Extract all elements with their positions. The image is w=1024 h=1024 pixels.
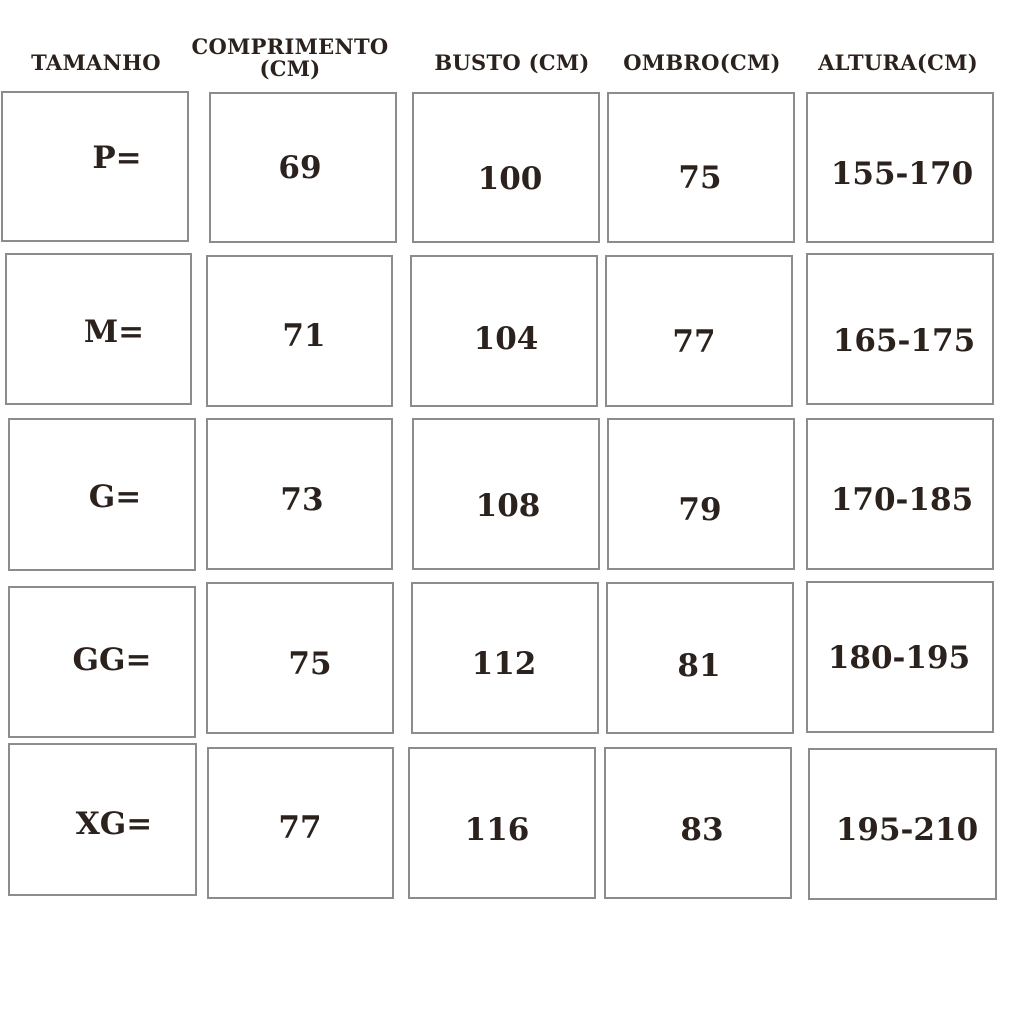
table-cell-comprimento [209,92,397,243]
cell-value-comprimento: 71 [282,318,326,354]
header-ombro: OMBRO(CM) [623,50,781,75]
cell-value-altura: 165-175 [832,323,976,359]
table-cell-altura [808,748,997,900]
header-tamanho: TAMANHO [31,50,161,75]
cell-value-size: P= [92,140,142,176]
table-cell-comprimento [207,747,394,899]
cell-value-busto: 116 [464,812,530,848]
table-cell-comprimento [206,418,393,570]
cell-value-ombro: 81 [677,648,721,684]
table-cell-altura [806,253,994,405]
table-cell-ombro [606,582,794,734]
cell-value-altura: 180-195 [827,640,971,676]
cell-value-ombro: 75 [678,160,722,196]
table-cell-ombro [604,747,792,899]
table-cell-busto [412,92,600,243]
table-cell-busto [411,582,599,734]
cell-value-altura: 155-170 [830,156,974,192]
cell-value-comprimento: 75 [288,646,332,682]
header-altura: ALTURA(CM) [818,50,978,75]
table-cell-size [8,743,197,896]
cell-value-busto: 104 [473,321,539,357]
cell-value-size: XG= [75,806,153,842]
cell-value-comprimento: 73 [280,482,324,518]
table-cell-altura [806,418,994,570]
table-cell-comprimento [206,255,393,407]
cell-value-size: GG= [72,642,152,678]
cell-value-comprimento: 77 [278,810,322,846]
table-cell-comprimento [206,582,394,734]
table-cell-ombro [607,92,795,243]
table-cell-size [1,91,189,242]
table-cell-altura [806,581,994,733]
table-cell-busto [410,255,598,407]
cell-value-busto: 112 [471,646,537,682]
cell-value-size: G= [88,479,142,515]
cell-value-ombro: 77 [672,324,716,360]
table-cell-altura [806,92,994,243]
cell-value-altura: 195-210 [835,812,979,848]
table-cell-busto [408,747,596,899]
header-busto: BUSTO (CM) [434,50,590,75]
table-cell-size [5,253,192,405]
cell-value-ombro: 79 [678,492,722,528]
header-comprimento: COMPRIMENTO (CM) [191,34,389,81]
table-cell-size [8,418,196,571]
cell-value-busto: 108 [475,488,541,524]
table-cell-size [8,586,196,738]
cell-value-size: M= [83,314,145,350]
table-cell-busto [412,418,600,570]
cell-value-busto: 100 [477,161,543,197]
table-cell-ombro [605,255,793,407]
cell-value-altura: 170-185 [830,482,974,518]
table-cell-ombro [607,418,795,570]
cell-value-comprimento: 69 [278,150,322,186]
cell-value-ombro: 83 [680,812,724,848]
